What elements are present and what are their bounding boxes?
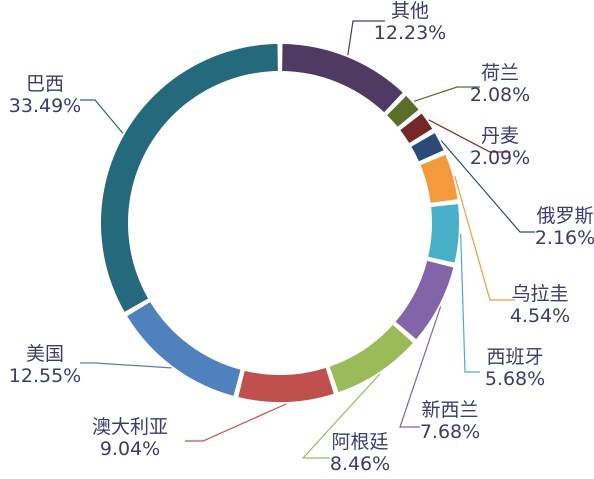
slice-label-percent-2: 2.09% bbox=[470, 147, 530, 169]
slice-10 bbox=[100, 44, 278, 312]
leader-line-8 bbox=[185, 403, 287, 442]
slice-label-percent-3: 2.16% bbox=[535, 227, 594, 249]
leader-line-5 bbox=[460, 233, 480, 373]
slice-1 bbox=[387, 96, 419, 127]
slice-label-percent-10: 33.49% bbox=[9, 95, 81, 117]
slice-label-name-1: 荷兰 bbox=[481, 62, 519, 84]
leader-line-4 bbox=[454, 175, 515, 301]
slice-label-name-0: 其他 bbox=[391, 0, 429, 22]
slice-label-name-4: 乌拉圭 bbox=[511, 283, 568, 305]
slice-label-percent-7: 8.46% bbox=[330, 453, 390, 475]
leader-line-7 bbox=[301, 373, 381, 459]
slice-label-name-5: 西班牙 bbox=[486, 346, 543, 368]
slice-label-percent-9: 12.55% bbox=[9, 365, 81, 387]
slice-3 bbox=[411, 133, 444, 162]
slice-label-name-8: 澳大利亚 bbox=[92, 416, 168, 438]
slice-label-percent-1: 2.08% bbox=[470, 84, 530, 106]
slice-label-name-3: 俄罗斯 bbox=[536, 205, 593, 227]
slice-label-name-10: 巴西 bbox=[26, 73, 64, 95]
leader-line-10 bbox=[80, 99, 124, 134]
slice-label-percent-8: 9.04% bbox=[100, 438, 160, 460]
slice-5 bbox=[428, 204, 460, 263]
slice-label-percent-0: 12.23% bbox=[374, 22, 446, 44]
slice-9 bbox=[127, 302, 241, 396]
slice-label-name-6: 新西兰 bbox=[421, 399, 478, 421]
leader-line-1 bbox=[413, 86, 480, 102]
slice-8 bbox=[238, 367, 334, 402]
leader-line-0 bbox=[347, 20, 385, 56]
slice-6 bbox=[395, 260, 454, 340]
slice-label-name-2: 丹麦 bbox=[481, 125, 519, 147]
slice-7 bbox=[329, 324, 413, 393]
leader-line-9 bbox=[80, 362, 172, 369]
slice-label-percent-6: 7.68% bbox=[420, 421, 480, 443]
slice-label-name-7: 阿根廷 bbox=[331, 431, 388, 453]
slice-0 bbox=[282, 44, 403, 113]
slice-label-name-9: 美国 bbox=[26, 343, 64, 365]
slice-label-percent-4: 4.54% bbox=[510, 305, 570, 327]
leader-line-2 bbox=[428, 119, 510, 153]
leader-line-6 bbox=[399, 306, 442, 428]
slice-4 bbox=[420, 154, 458, 203]
slice-2 bbox=[400, 113, 433, 143]
slice-label-percent-5: 5.68% bbox=[485, 368, 545, 390]
leader-line-3 bbox=[440, 140, 535, 233]
